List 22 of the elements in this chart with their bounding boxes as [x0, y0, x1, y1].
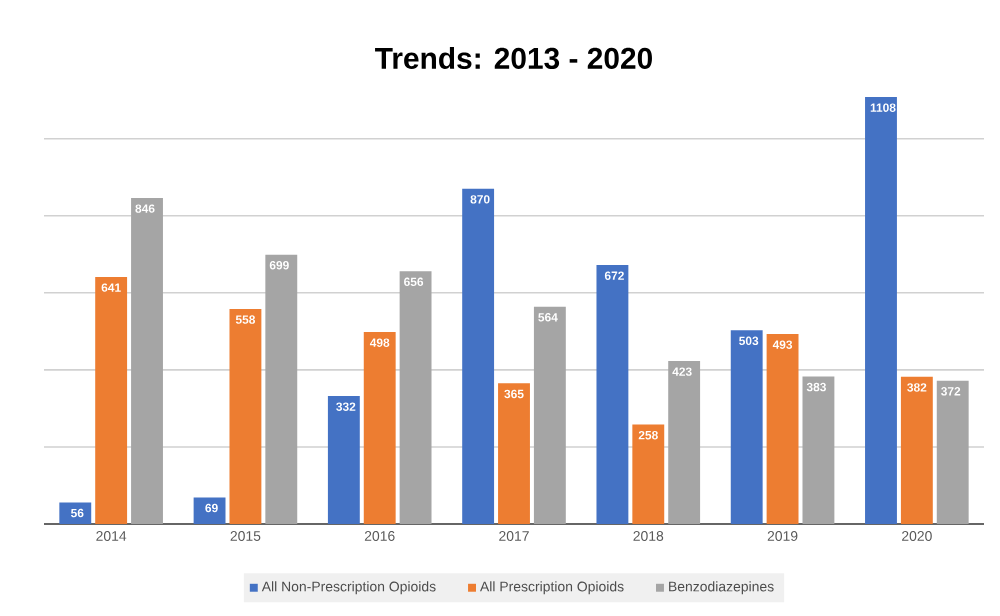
bar	[533, 306, 566, 524]
bar	[865, 97, 897, 524]
bar	[462, 188, 495, 524]
bar	[265, 254, 298, 524]
bar	[900, 376, 933, 524]
bar	[730, 330, 763, 524]
bar	[399, 271, 432, 524]
bar	[229, 308, 262, 524]
bar	[95, 277, 128, 524]
bar	[59, 502, 92, 524]
bar	[668, 361, 701, 524]
bar	[802, 376, 835, 524]
bar	[766, 334, 799, 524]
bar	[498, 383, 530, 524]
bar	[632, 424, 665, 524]
bar	[936, 380, 969, 524]
bar	[131, 198, 163, 524]
bar	[596, 265, 629, 524]
bar	[327, 396, 360, 524]
bar	[363, 332, 396, 524]
chart-title: Trends: 2013 - 2020	[375, 46, 652, 69]
bar	[193, 497, 226, 524]
